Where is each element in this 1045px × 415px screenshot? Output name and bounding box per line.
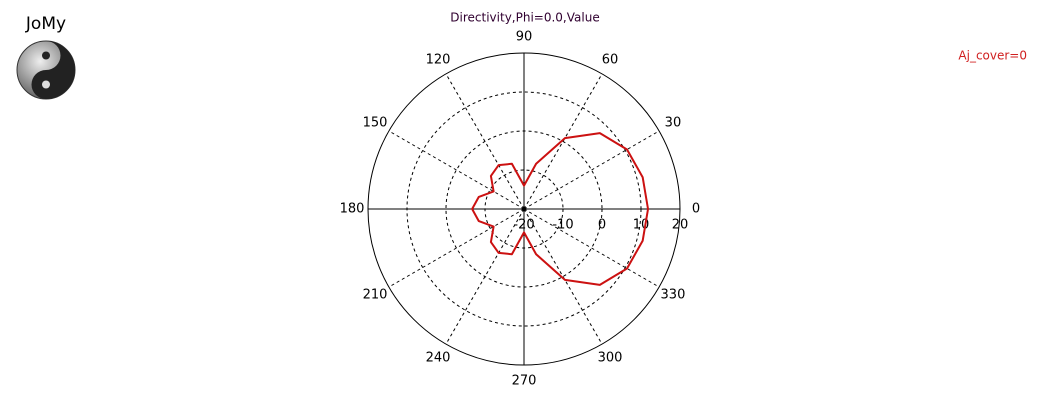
spoke <box>523 73 603 210</box>
theta-tick-label: 90 <box>516 30 533 45</box>
spoke <box>388 130 525 210</box>
spoke <box>523 208 603 345</box>
center-dot <box>521 206 527 212</box>
spoke <box>523 130 660 210</box>
theta-tick-label: 300 <box>598 350 623 365</box>
r-tick-label: 20 <box>672 218 689 233</box>
theta-tick-label: 120 <box>426 53 451 68</box>
spoke <box>523 208 660 288</box>
chart-title: Directivity,Phi=0.0,Value <box>450 11 599 25</box>
spoke <box>388 208 525 288</box>
theta-tick-label: 180 <box>340 202 365 217</box>
theta-tick-label: 0 <box>692 202 700 217</box>
pattern-line <box>471 132 650 286</box>
theta-tick-label: 330 <box>661 288 686 303</box>
r-tick-label: -10 <box>552 218 573 233</box>
theta-tick-label: 30 <box>665 116 682 131</box>
annotation: Aj_cover=0 <box>958 49 1027 63</box>
theta-tick-label: 210 <box>363 288 388 303</box>
theta-tick-label: 240 <box>426 350 451 365</box>
logo <box>16 40 76 100</box>
theta-tick-label: 270 <box>512 374 537 389</box>
r-tick-label: 0 <box>598 218 606 233</box>
spoke <box>445 73 525 210</box>
theta-tick-label: 60 <box>602 53 619 68</box>
theta-tick-label: 150 <box>363 116 388 131</box>
app-label: JoMy <box>25 14 66 34</box>
spoke <box>445 208 525 345</box>
